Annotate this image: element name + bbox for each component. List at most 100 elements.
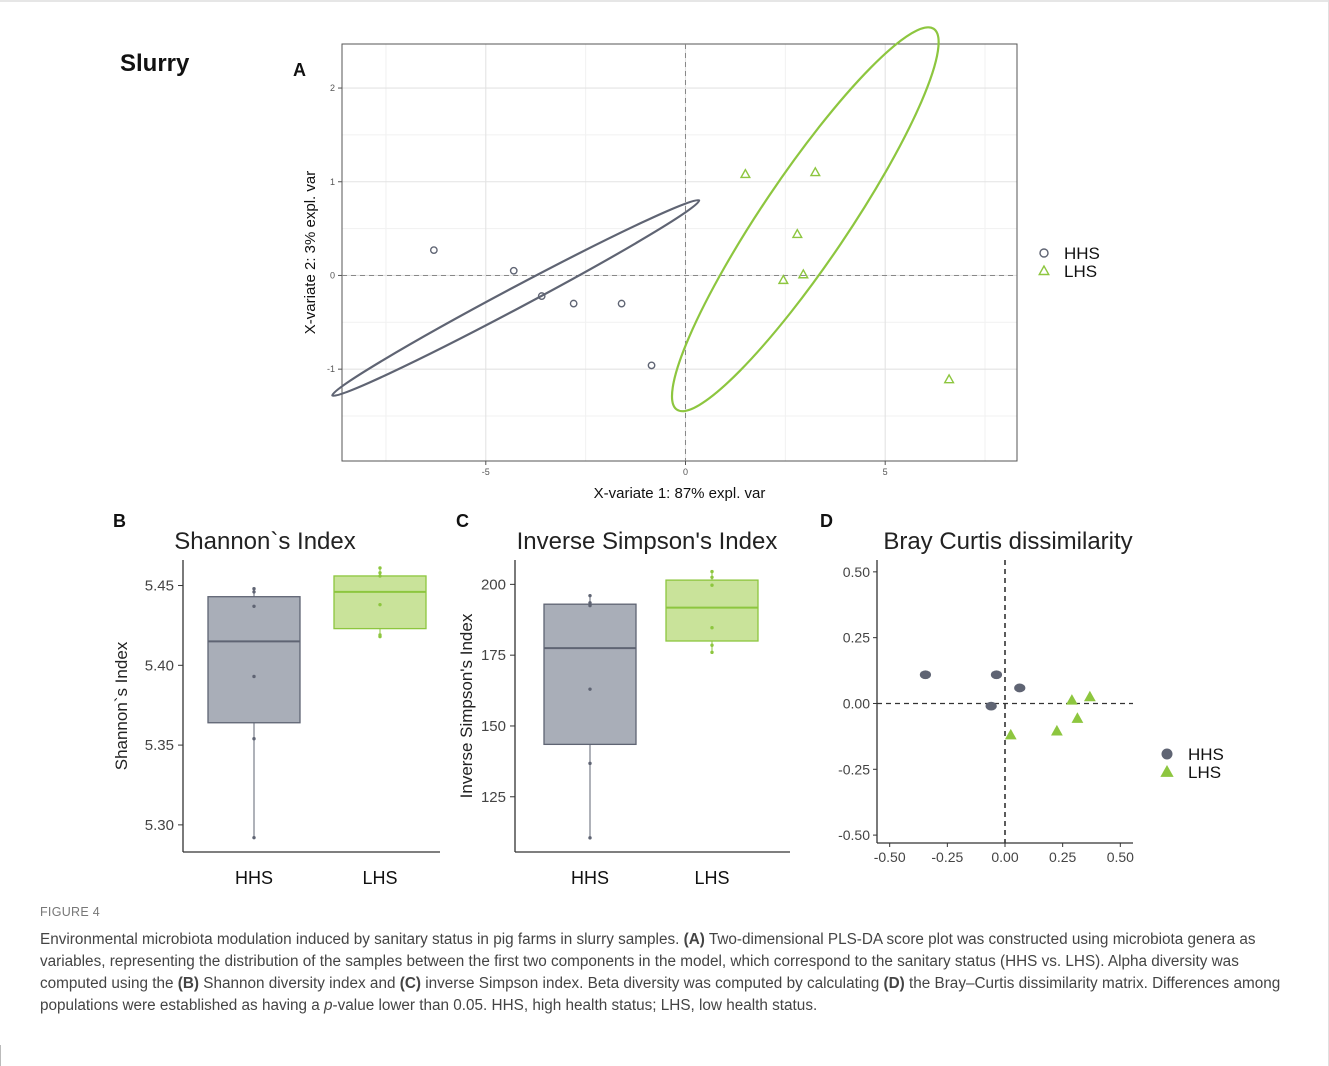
- y-tick-label: 5.45: [145, 578, 174, 595]
- data-point-lhs: [710, 583, 714, 587]
- point-hhs: [919, 670, 932, 680]
- top-border: [0, 0, 1329, 2]
- point-lhs: [797, 268, 809, 279]
- y-tick-label: 0.25: [843, 630, 870, 646]
- data-point-hhs: [588, 687, 592, 691]
- box-lhs: [665, 579, 759, 642]
- caption-ref-b: (B): [177, 975, 200, 992]
- point-lhs: [739, 168, 751, 179]
- y-tick-label: 150: [481, 718, 506, 735]
- point-lhs: [1083, 690, 1096, 702]
- data-point-hhs: [588, 601, 592, 605]
- panel-title: Inverse Simpson's Index: [517, 528, 778, 555]
- point-hhs: [985, 701, 997, 711]
- point-lhs: [1051, 724, 1063, 736]
- data-point-lhs: [378, 633, 382, 637]
- caption-part: Environmental microbiota modulation indu…: [40, 931, 684, 948]
- figure-caption: FIGURE 4 Environmental microbiota modula…: [40, 905, 1300, 1017]
- y-axis-label: Inverse Simpson's Index: [457, 613, 476, 798]
- y-axis-label: Shannon`s Index: [112, 641, 131, 770]
- point-hhs: [990, 670, 1003, 680]
- data-point-lhs: [378, 602, 382, 607]
- left-border-mark: [0, 1045, 1, 1066]
- data-point-lhs: [710, 625, 714, 630]
- data-point-lhs: [378, 574, 382, 578]
- panel-b-boxplot: 5.30 5.35 5.40 5.45 HHS LHS Shannon`s Index Sha…: [112, 528, 440, 888]
- x-tick-label: 0.00: [991, 849, 1018, 865]
- panel-label-a: A: [293, 60, 306, 80]
- data-point-hhs: [252, 587, 256, 591]
- data-point-lhs: [710, 575, 714, 579]
- caption-part: Shannon diversity index and: [199, 975, 400, 992]
- point-lhs: [1065, 694, 1078, 705]
- x-tick-label: -5: [482, 467, 490, 477]
- caption-ref-a: (A): [683, 931, 705, 948]
- legend-label-hhs: HHS: [1064, 244, 1100, 263]
- panel-label-d: D: [820, 511, 833, 531]
- figure-canvas: Slurry A B C D -5 0 5 -1 0 1 2 X-variate 1: 87%…: [112, 26, 1224, 888]
- legend-marker-hhs: [1161, 748, 1173, 760]
- point-hhs: [509, 266, 518, 275]
- panel-title: Bray Curtis dissimilarity: [883, 528, 1132, 555]
- data-point-hhs: [252, 835, 256, 840]
- data-point-lhs: [710, 643, 714, 647]
- data-point-lhs: [710, 569, 714, 574]
- panel-title: Shannon`s Index: [174, 528, 355, 555]
- point-hhs: [569, 299, 578, 308]
- x-tick-label: HHS: [235, 868, 273, 888]
- panel-label-c: C: [456, 511, 469, 531]
- x-tick-label: HHS: [571, 868, 609, 888]
- x-tick-label: 0.50: [1107, 849, 1134, 865]
- data-point-hhs: [252, 604, 256, 608]
- y-tick-label: 125: [481, 789, 506, 806]
- x-axis-label: X-variate 1: 87% expl. var: [594, 485, 766, 502]
- point-hhs: [617, 299, 626, 308]
- panel-c-boxplot: 125 150 175 200 HHS LHS Inverse Simpson's Inde…: [457, 528, 790, 888]
- y-tick-label: 0.00: [843, 695, 870, 711]
- y-tick-label: 0.50: [843, 564, 870, 580]
- point-lhs: [943, 373, 955, 384]
- figure-title: Slurry: [120, 50, 190, 77]
- legend-marker-lhs: [1160, 765, 1174, 777]
- y-tick-label: 5.40: [145, 657, 174, 674]
- point-hhs: [1014, 683, 1026, 693]
- point-lhs: [1004, 728, 1017, 740]
- data-point-hhs: [252, 737, 256, 741]
- y-tick-label: -1: [327, 364, 335, 374]
- legend-marker-lhs: [1038, 264, 1050, 276]
- data-point-hhs: [588, 761, 592, 766]
- point-lhs: [777, 274, 789, 285]
- x-tick-label: -0.50: [874, 849, 906, 865]
- plot-border: [341, 43, 1018, 462]
- legend-label-hhs: HHS: [1188, 745, 1224, 764]
- x-tick-label: -0.25: [931, 849, 963, 865]
- data-point-hhs: [588, 603, 592, 608]
- y-tick-label: 200: [481, 576, 506, 593]
- y-tick-label: 175: [481, 647, 506, 664]
- panel-a-scatter: -5 0 5 -1 0 1 2 X-variate 1: 87% expl. var X-var…: [302, 26, 1100, 502]
- x-tick-label: LHS: [694, 868, 729, 888]
- box-hhs: [543, 603, 637, 746]
- caption-part: the Bray–Curtis dissimilarity matrix. Di…: [40, 975, 1281, 1014]
- x-tick-label: 0.25: [1049, 849, 1076, 865]
- figure-label: FIGURE 4: [40, 905, 101, 919]
- caption-part: inverse Simpson index. Beta diversity wa…: [420, 975, 884, 992]
- legend-label-lhs: LHS: [1188, 763, 1221, 782]
- caption-part: Two-dimensional PLS-DA score plot was co…: [40, 931, 1256, 992]
- y-tick-label: -0.50: [838, 827, 870, 843]
- point-lhs: [809, 166, 821, 177]
- y-tick-label: 0: [330, 270, 335, 280]
- point-hhs: [537, 292, 546, 300]
- x-tick-label: LHS: [362, 868, 397, 888]
- data-point-hhs: [252, 590, 256, 594]
- x-tick-label: 0: [683, 467, 688, 477]
- x-tick-label: 5: [883, 467, 888, 477]
- data-point-lhs: [710, 650, 714, 655]
- caption-p-italic: p: [324, 997, 333, 1014]
- y-tick-label: 5.35: [145, 737, 174, 754]
- y-tick-label: -0.25: [838, 761, 870, 777]
- panel-label-b: B: [113, 511, 126, 531]
- caption-ref-c: (C): [399, 975, 421, 992]
- y-axis-label: X-variate 2: 3% expl. var: [302, 171, 319, 334]
- confidence-ellipse-lhs: [670, 26, 940, 413]
